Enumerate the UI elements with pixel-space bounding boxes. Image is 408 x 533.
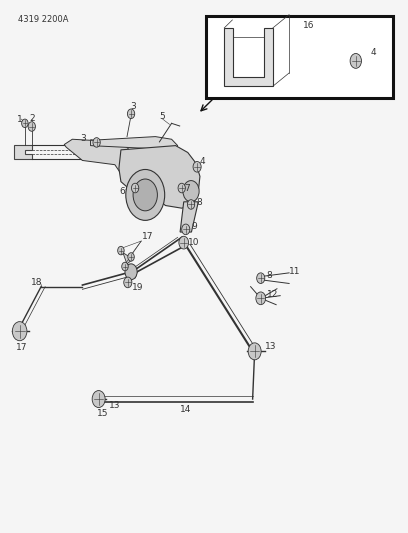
Circle shape: [178, 183, 185, 193]
Circle shape: [127, 109, 135, 118]
Text: 3: 3: [80, 134, 86, 143]
Circle shape: [22, 119, 28, 127]
Circle shape: [133, 179, 157, 211]
Polygon shape: [123, 253, 137, 278]
Text: 18: 18: [31, 278, 42, 287]
Circle shape: [131, 183, 139, 193]
Text: 17: 17: [142, 232, 153, 241]
Text: 7: 7: [184, 183, 189, 192]
Circle shape: [93, 138, 100, 147]
Circle shape: [124, 277, 132, 288]
Polygon shape: [91, 136, 177, 151]
Text: 2: 2: [30, 114, 35, 123]
Text: 6: 6: [119, 187, 125, 196]
Circle shape: [187, 200, 195, 209]
Polygon shape: [64, 139, 137, 179]
Text: 9: 9: [191, 222, 197, 231]
Text: 4: 4: [200, 157, 206, 166]
Text: 4319 2200A: 4319 2200A: [18, 14, 68, 23]
Circle shape: [256, 292, 266, 305]
FancyBboxPatch shape: [206, 15, 393, 98]
Text: 15: 15: [97, 409, 108, 418]
Text: 3: 3: [130, 102, 136, 111]
Circle shape: [179, 236, 188, 249]
Polygon shape: [13, 144, 32, 159]
Circle shape: [257, 273, 265, 284]
Circle shape: [28, 122, 35, 131]
Text: 11: 11: [289, 268, 301, 276]
Circle shape: [118, 246, 124, 255]
Circle shape: [193, 161, 201, 172]
Circle shape: [92, 391, 105, 408]
Text: 8: 8: [196, 198, 202, 207]
Circle shape: [126, 169, 165, 220]
Text: 16: 16: [304, 21, 315, 30]
Text: 19: 19: [132, 283, 143, 292]
Text: 10: 10: [188, 238, 199, 247]
Text: 8: 8: [266, 271, 272, 280]
Text: 17: 17: [16, 343, 27, 352]
Circle shape: [182, 224, 190, 235]
Circle shape: [125, 264, 137, 280]
Text: 5: 5: [160, 112, 165, 122]
Circle shape: [350, 53, 361, 68]
Polygon shape: [224, 28, 273, 86]
Text: 12: 12: [267, 289, 278, 298]
Polygon shape: [180, 202, 198, 232]
Text: 4: 4: [371, 48, 377, 57]
Text: 13: 13: [265, 342, 276, 351]
Text: 14: 14: [180, 405, 191, 414]
Circle shape: [12, 321, 27, 341]
Polygon shape: [119, 146, 200, 208]
Text: 13: 13: [109, 401, 120, 410]
Circle shape: [122, 262, 128, 271]
Circle shape: [128, 253, 134, 261]
Circle shape: [183, 181, 199, 202]
Circle shape: [248, 343, 261, 360]
Text: 1: 1: [17, 115, 22, 124]
